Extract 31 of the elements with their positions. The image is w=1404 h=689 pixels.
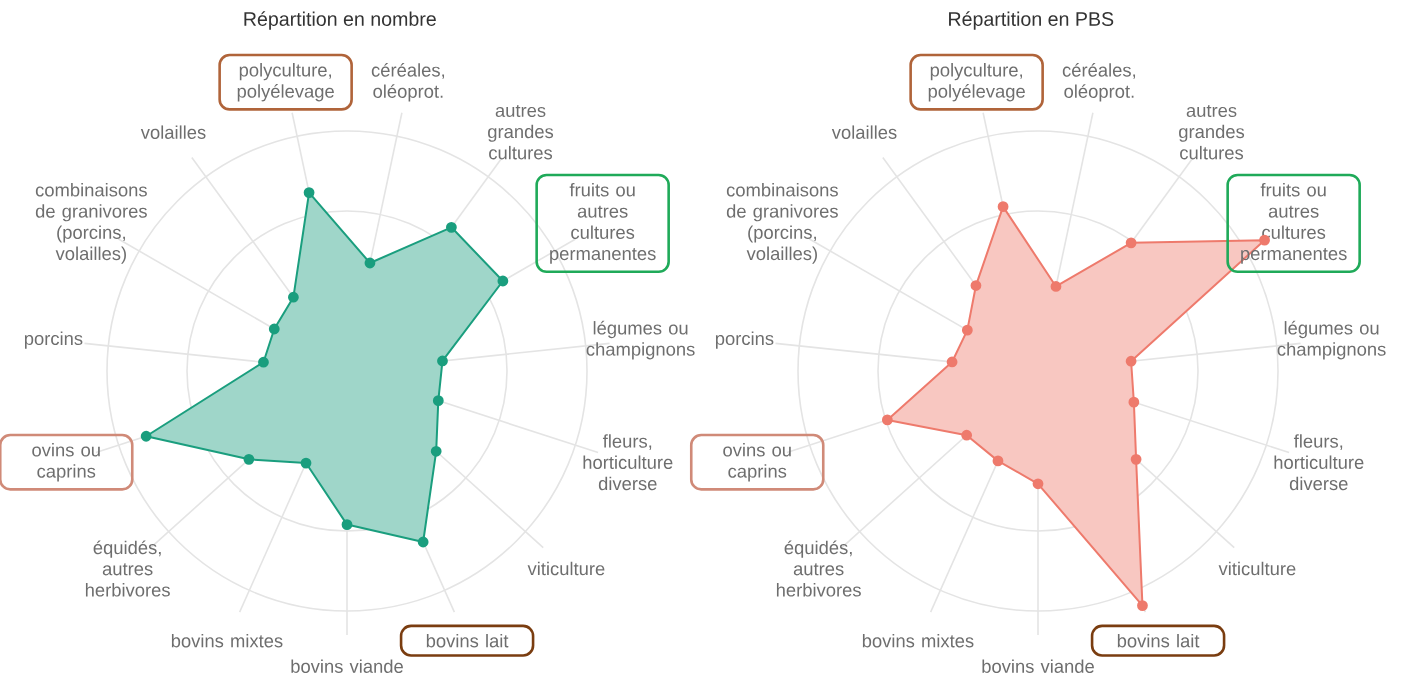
spoke-label: fruits ou autres cultures permanentes: [550, 183, 656, 264]
spoke-label: bovins viande: [982, 659, 1094, 673]
spoke-label: viticulture: [1218, 561, 1296, 576]
spoke-label: céréales, oléoprot.: [1062, 62, 1136, 102]
chart-title: Répartition en nombre: [244, 11, 436, 30]
spoke-label: porcins: [715, 331, 774, 349]
spoke-label: fleurs, horticulture diverse: [1274, 434, 1364, 491]
spoke-label: céréales, oléoprot.: [371, 62, 445, 102]
spoke-label: équidés, autres herbivores: [776, 540, 861, 597]
spoke-label: bovins lait: [426, 633, 509, 648]
spoke-label: autres grandes cultures: [488, 104, 554, 160]
spoke-label: combinaisons de granivores (porcins, volailles): [35, 183, 147, 264]
spoke-label: légumes ou champignons: [1277, 320, 1386, 360]
spoke-label: volailles: [831, 125, 897, 139]
spoke-label: autres grandes cultures: [1179, 104, 1245, 160]
spoke-label: volailles: [140, 125, 206, 139]
spoke-label: viticulture: [527, 561, 605, 576]
spoke-label: polyculture, polyélevage: [928, 63, 1025, 102]
chart-title: Répartition en PBS: [949, 11, 1114, 30]
spoke-label: fleurs, horticulture diverse: [583, 434, 673, 491]
spoke-label: bovins lait: [1117, 633, 1200, 648]
spoke-label: ovins ou caprins: [32, 443, 100, 482]
spoke-label: polyculture, polyélevage: [237, 63, 334, 102]
spoke-label: ovins ou caprins: [723, 443, 791, 482]
spoke-label: bovins mixtes: [171, 633, 283, 648]
spoke-label: équidés, autres herbivores: [85, 540, 170, 597]
spoke-label: bovins viande: [291, 659, 403, 673]
spoke-label: bovins mixtes: [862, 633, 974, 648]
spoke-label: porcins: [24, 331, 83, 349]
spoke-label: légumes ou champignons: [586, 320, 695, 360]
spoke-label: combinaisons de granivores (porcins, volailles): [726, 183, 838, 264]
